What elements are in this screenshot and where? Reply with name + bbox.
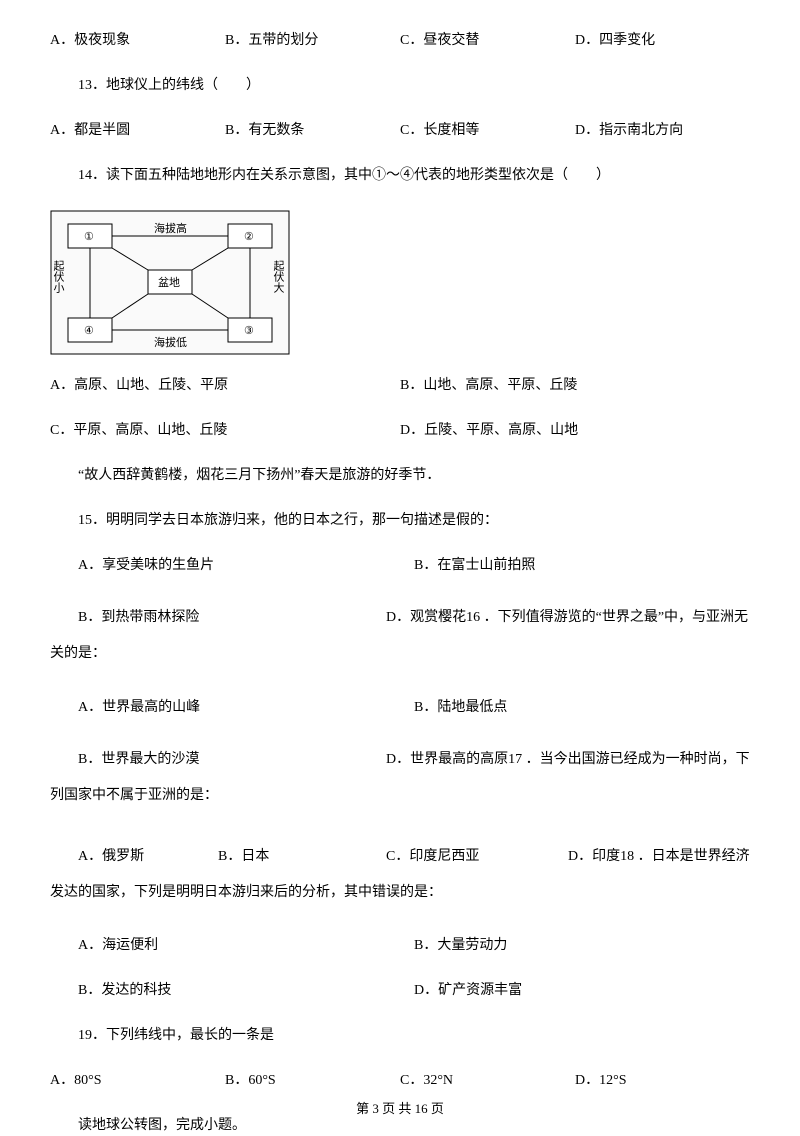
page-footer: 第 3 页 共 16 页 <box>0 1099 800 1119</box>
q16-option-d: D．世界最高的高原 <box>386 752 508 767</box>
node-3: ③ <box>244 325 254 337</box>
option-a: A．享受美味的生鱼片 <box>50 555 414 576</box>
node-2: ② <box>244 231 254 243</box>
q15-option-d: D．观赏樱花 <box>386 610 466 625</box>
context-revolution: 读地球公转图，完成小题。 <box>50 1115 750 1136</box>
option-c: C．昼夜交替 <box>400 30 575 51</box>
q17-option-b: B．日本 <box>218 839 386 875</box>
q16d-q17-wrap: B．世界最大的沙漠D．世界最高的高原17 ．当今出国游已经成为一种时尚，下列国家… <box>50 742 750 815</box>
option-b: B．60°S <box>225 1070 400 1091</box>
option-d: D．四季变化 <box>575 30 750 51</box>
question-19-text: 19．下列纬线中，最长的一条是 <box>50 1025 750 1046</box>
q15d-q16-wrap: B．到热带雨林探险D．观赏樱花16 ．下列值得游览的“世界之最”中，与亚洲无关的… <box>50 600 750 673</box>
q16-option-c: B．世界最大的沙漠 <box>50 742 386 778</box>
question-14-text: 14．读下面五种陆地地形内在关系示意图，其中①～④代表的地形类型依次是（ ） <box>50 165 750 186</box>
context-poem: “故人西辞黄鹤楼，烟花三月下扬州”春天是旅游的好季节． <box>50 465 750 486</box>
left-label: 起伏小 <box>52 260 65 294</box>
option-d: D．丘陵、平原、高原、山地 <box>400 420 750 441</box>
top-label: 海拔高 <box>154 221 187 235</box>
option-c: C．32°N <box>400 1070 575 1091</box>
q17-option-c: C．印度尼西亚 <box>386 839 568 875</box>
question-18-row2: B．发达的科技 D．矿产资源丰富 <box>50 980 750 1001</box>
option-a: A．高原、山地、丘陵、平原 <box>50 375 400 396</box>
center-label: 盆地 <box>158 275 180 289</box>
node-4: ④ <box>84 325 94 337</box>
question-14-options-row1: A．高原、山地、丘陵、平原 B．山地、高原、平原、丘陵 <box>50 375 750 396</box>
question-13-options: A．都是半圆 B．有无数条 C．长度相等 D．指示南北方向 <box>50 120 750 141</box>
q17-option-a: A．俄罗斯 <box>50 839 218 875</box>
option-b: B．山地、高原、平原、丘陵 <box>400 375 750 396</box>
option-a: A．世界最高的山峰 <box>50 697 414 718</box>
option-d: D．12°S <box>575 1070 750 1091</box>
bottom-label: 海拔低 <box>154 335 187 349</box>
question-18-row1: A．海运便利 B．大量劳动力 <box>50 935 750 956</box>
prev-question-options: A．极夜现象 B．五带的划分 C．昼夜交替 D．四季变化 <box>50 30 750 51</box>
option-b: B．在富士山前拍照 <box>414 555 750 576</box>
right-label: 起伏大 <box>272 260 285 293</box>
option-a: A．80°S <box>50 1070 225 1091</box>
terrain-relation-diagram: ① ② ③ ④ 盆地 海拔高 海拔低 起伏小 起伏大 <box>50 210 290 355</box>
question-15-row1: A．享受美味的生鱼片 B．在富士山前拍照 <box>50 555 750 576</box>
q17-options-q18-wrap: A．俄罗斯B．日本C．印度尼西亚D．印度18 ．日本是世界经济发达的国家，下列是… <box>50 839 750 912</box>
option-b: B．有无数条 <box>225 120 400 141</box>
option-c: C．长度相等 <box>400 120 575 141</box>
option-c: B．发达的科技 <box>50 980 414 1001</box>
question-16-row1: A．世界最高的山峰 B．陆地最低点 <box>50 697 750 718</box>
option-c: C．平原、高原、山地、丘陵 <box>50 420 400 441</box>
option-b: B．陆地最低点 <box>414 697 750 718</box>
option-b: B．五带的划分 <box>225 30 400 51</box>
option-b: B．大量劳动力 <box>414 935 750 956</box>
option-a: A．海运便利 <box>50 935 414 956</box>
q15-option-c: B．到热带雨林探险 <box>50 600 386 636</box>
node-1: ① <box>84 231 94 243</box>
question-15-text: 15．明明同学去日本旅游归来，他的日本之行，那一句描述是假的： <box>50 510 750 531</box>
question-13-text: 13．地球仪上的纬线（ ） <box>50 75 750 96</box>
question-14-options-row2: C．平原、高原、山地、丘陵 D．丘陵、平原、高原、山地 <box>50 420 750 441</box>
q17-option-d: D．印度 <box>568 849 620 864</box>
option-a: A．极夜现象 <box>50 30 225 51</box>
option-d: D．指示南北方向 <box>575 120 750 141</box>
question-19-options: A．80°S B．60°S C．32°N D．12°S <box>50 1070 750 1091</box>
option-d: D．矿产资源丰富 <box>414 980 750 1001</box>
option-a: A．都是半圆 <box>50 120 225 141</box>
